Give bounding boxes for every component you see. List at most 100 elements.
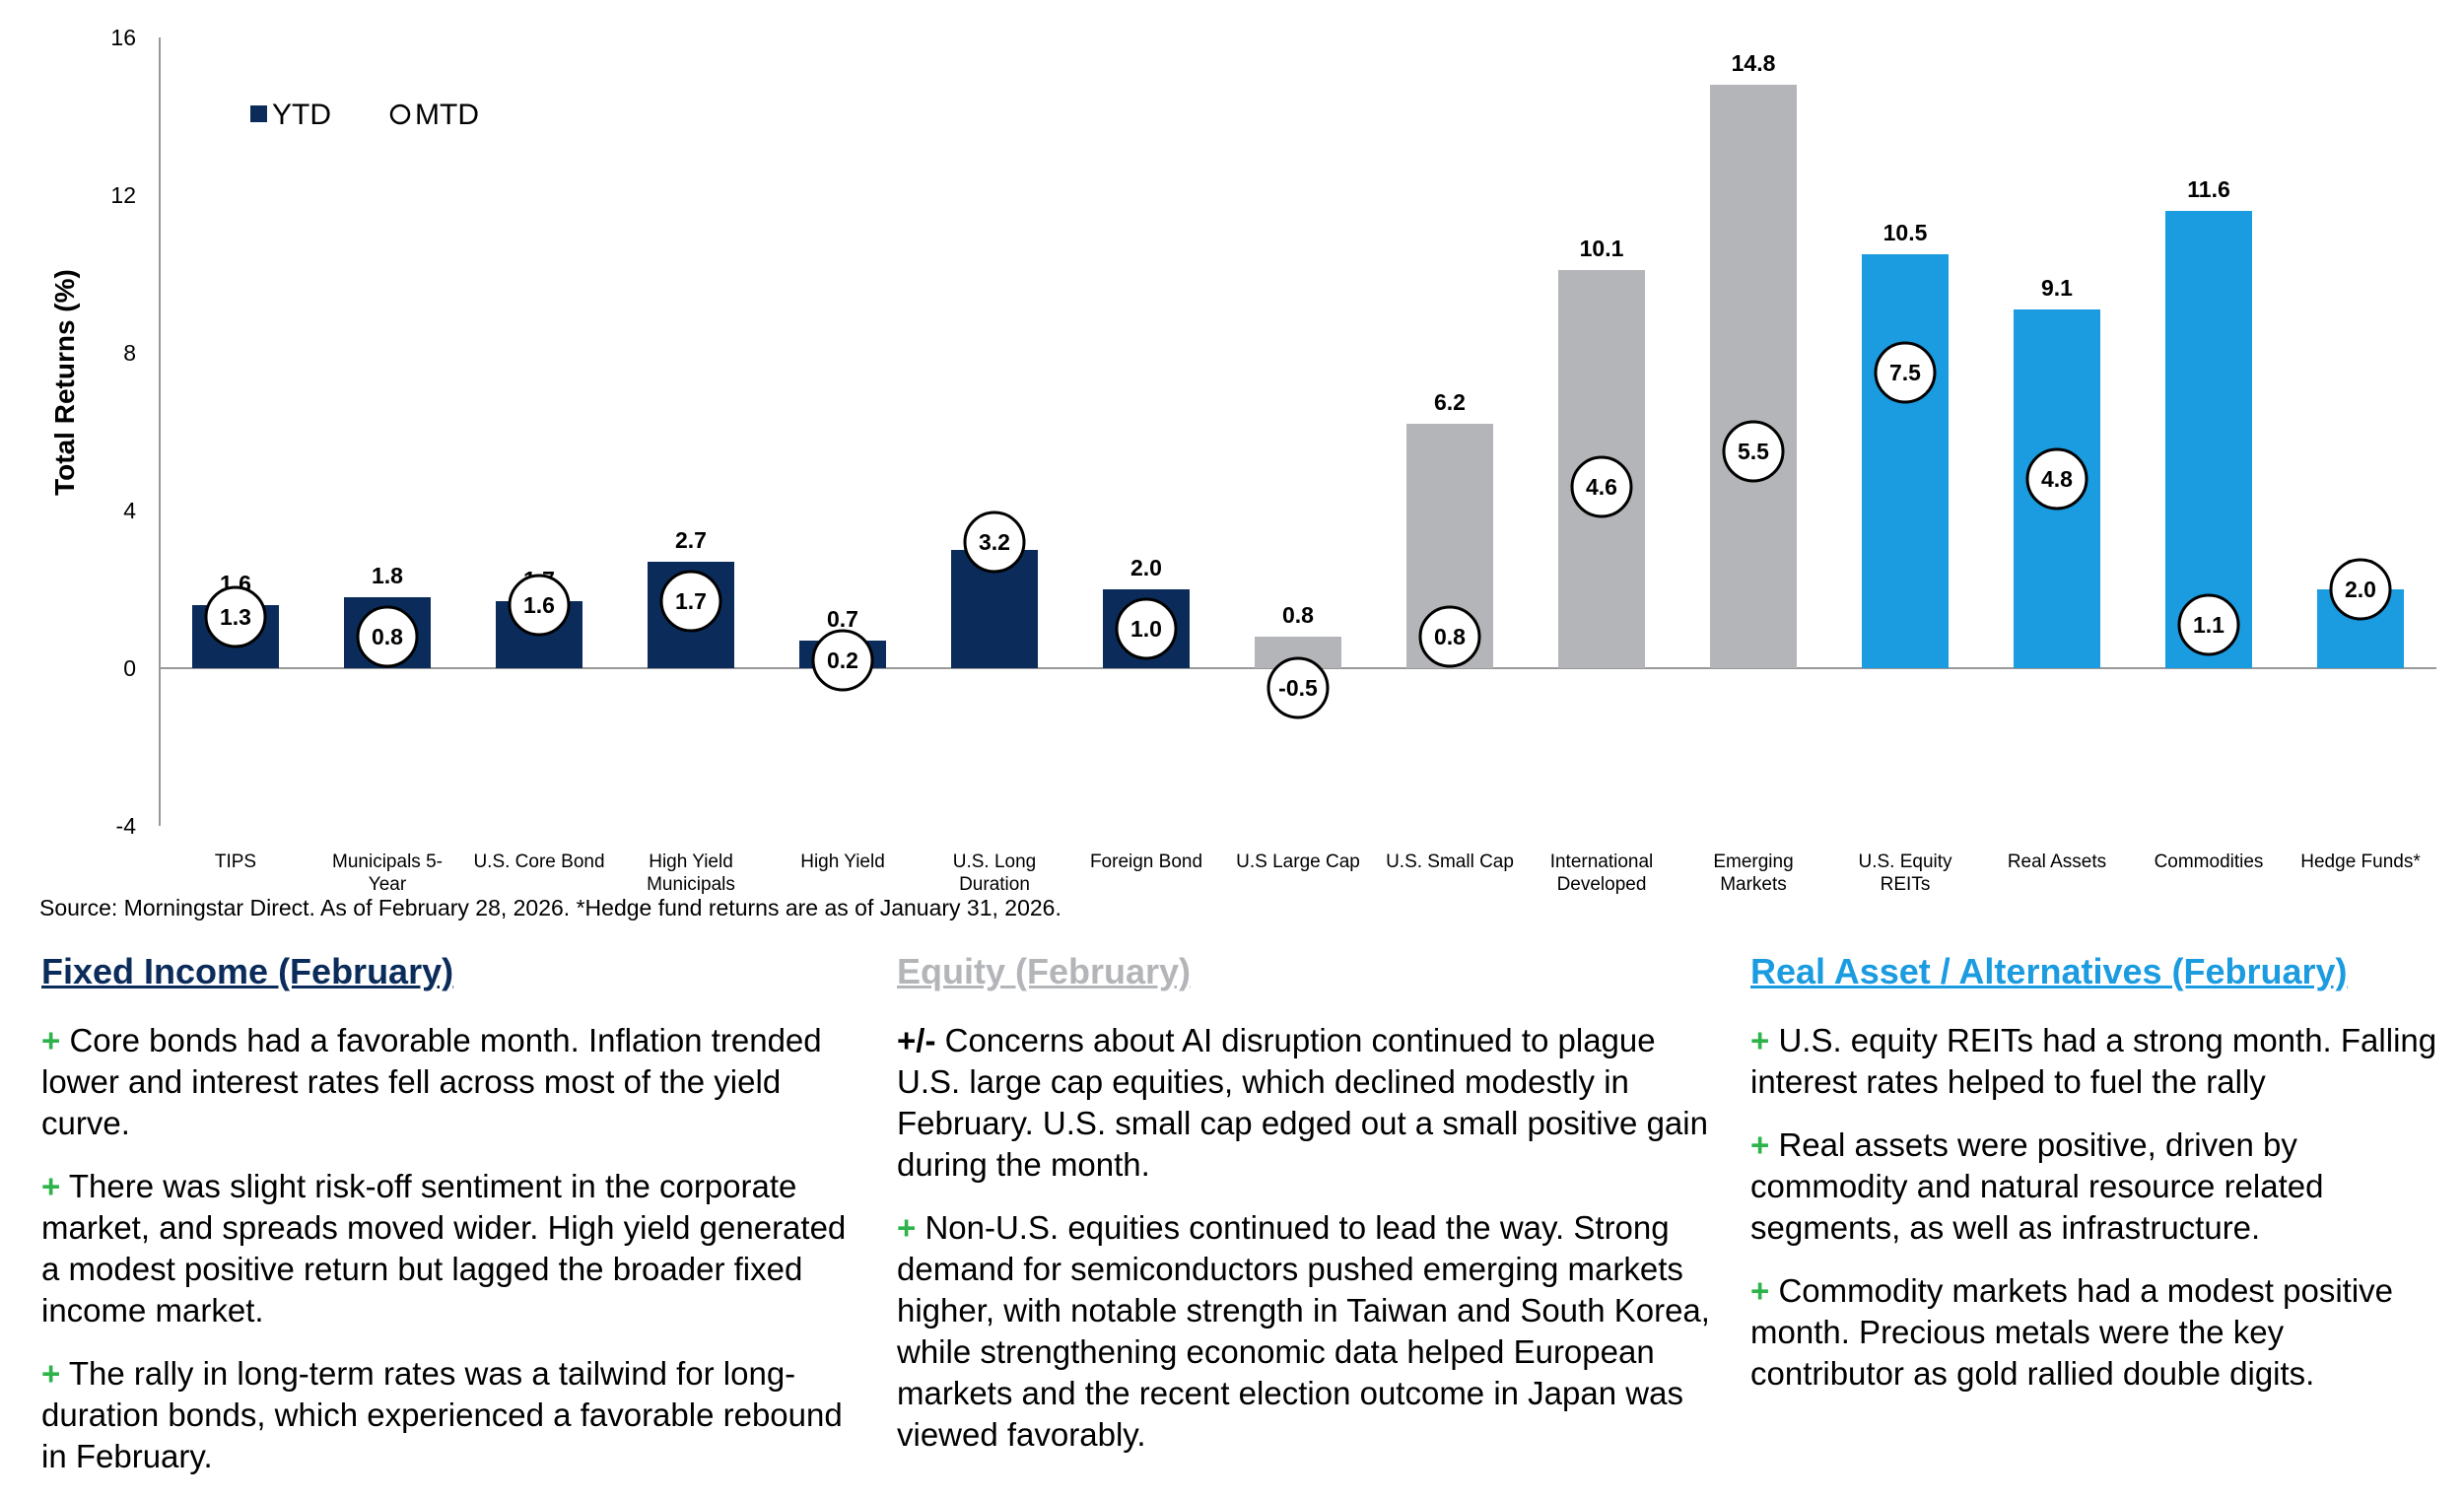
ytd-value-label: 0.8	[1282, 602, 1314, 628]
ytd-value-label: 11.6	[2187, 176, 2230, 202]
category-label: Duration	[959, 874, 1030, 895]
plus-minus-marker: +/-	[897, 1022, 936, 1058]
category-label: U.S. Small Cap	[1386, 852, 1514, 872]
legend-ytd-label: YTD	[272, 99, 331, 131]
mtd-value-label: 4.6	[1586, 474, 1617, 500]
mtd-marker	[1722, 420, 1785, 483]
y-tick-label: 12	[110, 182, 136, 208]
equity-bullet-2: + Non-U.S. equities continued to lead th…	[897, 1207, 1725, 1456]
ytd-value-label: 9.1	[2041, 275, 2073, 301]
real-assets-bullet-3: + Commodity markets had a modest positiv…	[1750, 1270, 2440, 1395]
mtd-value-label: -0.5	[1278, 675, 1318, 701]
y-tick-label: 8	[123, 340, 136, 366]
real-assets-bullet-1: + U.S. equity REITs had a strong month. …	[1750, 1020, 2440, 1103]
category-label: Markets	[1720, 874, 1787, 895]
category-label: Emerging	[1713, 852, 1793, 872]
category-label: High Yield	[800, 852, 885, 872]
category-label: Commodities	[2155, 852, 2264, 872]
mtd-marker	[2329, 558, 2392, 621]
mtd-value-label: 0.8	[372, 624, 403, 649]
plus-marker: +	[41, 1022, 61, 1058]
ytd-value-label: 1.8	[372, 563, 403, 588]
plus-marker: +	[1750, 1272, 1770, 1309]
plus-marker: +	[1750, 1126, 1770, 1163]
mtd-value-label: 1.7	[675, 588, 707, 614]
fixed-income-bullet-2: + There was slight risk-off sentiment in…	[41, 1166, 869, 1331]
bullet-text: Non-U.S. equities continued to lead the …	[897, 1209, 1710, 1453]
fixed-income-bullet-3: + The rally in long-term rates was a tai…	[41, 1353, 869, 1477]
mtd-value-label: 0.8	[1434, 624, 1466, 649]
category-label: High Yield	[649, 852, 733, 872]
ytd-value-label: 0.7	[827, 606, 858, 632]
y-axis-title: Total Returns (%)	[49, 269, 80, 496]
mtd-marker	[356, 605, 419, 668]
equity-title: Equity (February)	[897, 951, 1192, 991]
legend-mtd-marker	[389, 103, 411, 125]
category-label: U.S Large Cap	[1236, 852, 1360, 872]
bullet-text: Concerns about AI disruption continued t…	[897, 1022, 1708, 1183]
mtd-value-label: 7.5	[1889, 360, 1921, 385]
plus-marker: +	[897, 1209, 917, 1246]
bullet-text: Commodity markets had a modest positive …	[1750, 1272, 2394, 1392]
ytd-bar	[2165, 211, 2252, 668]
bullet-text: There was slight risk-off sentiment in t…	[41, 1168, 847, 1329]
returns-chart: -4 0 4 8 12 16 Total Returns (%) YTD MTD 1.6 TIPS 1…	[49, 25, 2436, 895]
y-tick-label: 16	[110, 25, 136, 50]
mtd-marker	[2177, 593, 2240, 656]
mtd-marker	[1266, 656, 1330, 719]
plus-marker: +	[1750, 1022, 1770, 1058]
category-label: Year	[369, 874, 407, 895]
bullet-text: Real assets were positive, driven by com…	[1750, 1126, 2324, 1246]
category-label: Foreign Bond	[1090, 852, 1202, 872]
ytd-value-label: 2.7	[675, 527, 707, 553]
mtd-value-label: 1.1	[2193, 612, 2224, 638]
equity-bullet-1: +/- Concerns about AI disruption continu…	[897, 1020, 1725, 1186]
mtd-value-label: 1.0	[1130, 616, 1162, 642]
category-label: U.S. Core Bond	[473, 852, 604, 872]
mtd-marker	[204, 585, 267, 648]
mtd-marker	[1115, 597, 1178, 660]
fixed-income-title: Fixed Income (February)	[41, 951, 454, 991]
category-label: TIPS	[215, 852, 256, 872]
mtd-value-label: 4.8	[2041, 466, 2073, 492]
mtd-marker	[508, 574, 571, 637]
mtd-value-label: 1.3	[220, 604, 251, 630]
ytd-value-label: 14.8	[1732, 50, 1776, 76]
fixed-income-column: Fixed Income (February) + Core bonds had…	[41, 951, 869, 1499]
ytd-value-label: 10.1	[1580, 236, 1624, 261]
category-label: U.S. Equity	[1858, 852, 1952, 872]
mtd-marker	[1570, 455, 1633, 518]
mtd-marker	[1418, 605, 1481, 668]
ytd-bar	[1710, 85, 1797, 668]
category-label: Municipals 5-	[332, 852, 443, 872]
equity-column: Equity (February) +/- Concerns about AI …	[897, 951, 1725, 1477]
mtd-value-label: 3.2	[979, 529, 1010, 555]
ytd-bar	[1862, 254, 1949, 668]
mtd-marker	[2025, 447, 2088, 511]
source-note: Source: Morningstar Direct. As of Februa…	[39, 895, 1061, 920]
ytd-value-label: 6.2	[1434, 389, 1466, 415]
legend-mtd-label: MTD	[415, 99, 479, 131]
mtd-value-label: 0.2	[827, 647, 858, 673]
bullet-text: The rally in long-term rates was a tailw…	[41, 1355, 843, 1474]
legend-ytd-marker	[250, 105, 267, 122]
category-label: Municipals	[647, 874, 735, 895]
ytd-value-label: 2.0	[1130, 555, 1162, 580]
category-label: Developed	[1557, 874, 1647, 895]
mtd-value-label: 5.5	[1738, 439, 1769, 464]
fixed-income-bullet-1: + Core bonds had a favorable month. Infl…	[41, 1020, 869, 1144]
ytd-value-label: 10.5	[1883, 220, 1928, 245]
plus-marker: +	[41, 1168, 61, 1204]
real-assets-bullet-2: + Real assets were positive, driven by c…	[1750, 1124, 2440, 1249]
category-label: REITs	[1881, 874, 1931, 895]
mtd-marker	[1874, 341, 1937, 404]
category-label: U.S. Long	[953, 852, 1037, 872]
category-label: Hedge Funds*	[2300, 852, 2421, 872]
y-tick-label: 4	[123, 498, 136, 523]
mtd-marker	[659, 570, 722, 633]
bullet-text: Core bonds had a favorable month. Inflat…	[41, 1022, 822, 1141]
y-tick-label: 0	[123, 655, 136, 681]
category-label: International	[1550, 852, 1654, 872]
mtd-marker	[963, 511, 1026, 574]
mtd-marker	[811, 629, 874, 692]
